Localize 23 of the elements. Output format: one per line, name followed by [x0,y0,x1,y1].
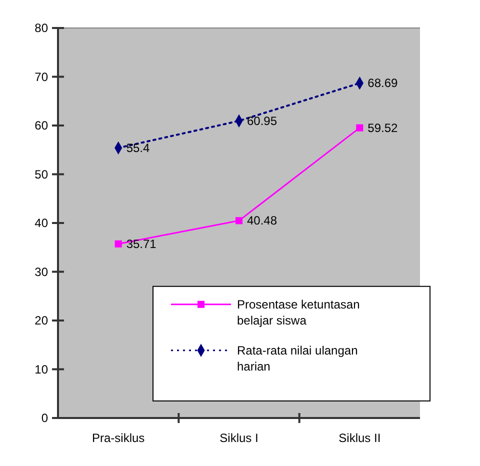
point [356,124,364,132]
y-tick-label: 0 [41,411,48,425]
x-tick-label: Siklus I [220,431,258,445]
y-tick-label: 70 [34,70,48,84]
y-tick-label: 40 [34,216,48,230]
x-tick-label: Siklus II [338,431,381,445]
data-label: 59.52 [368,120,398,135]
legend-label: Rata-rata nilai ulangan harian [237,343,358,374]
y-tick-label: 50 [34,167,48,182]
point [114,240,122,248]
point [235,217,243,224]
y-tick-label: 20 [34,314,48,328]
y-tick-label: 30 [34,264,48,279]
data-label: 68.69 [368,76,398,90]
data-label: 60.95 [247,114,278,128]
y-tick-label: 60 [34,118,48,132]
data-label: 35.71 [126,236,157,251]
data-label: 55.4 [126,140,150,155]
y-tick-label: 10 [34,362,48,376]
legend-label: Prosentase ketuntasan belajar siswa [237,297,360,328]
x-tick-label: Pra-siklus [92,431,145,445]
y-tick-label: 80 [34,21,48,35]
data-label: 40.48 [247,214,278,228]
